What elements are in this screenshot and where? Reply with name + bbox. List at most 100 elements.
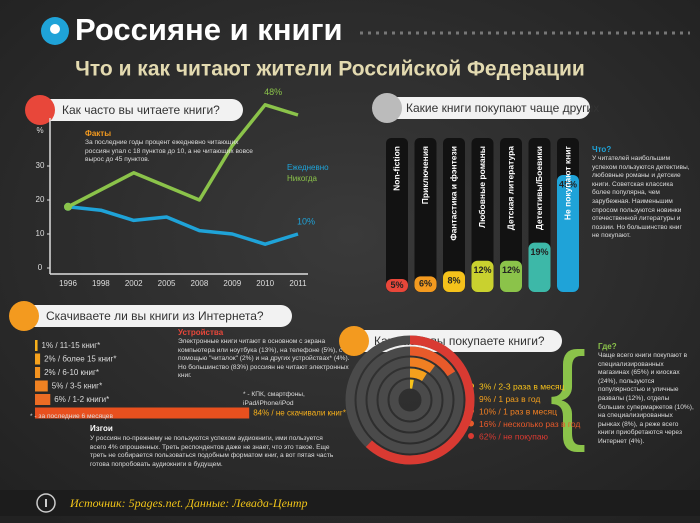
category-label: Детективы/Боевики xyxy=(534,146,544,230)
bar-label: 2% / 6-10 книг* xyxy=(44,368,99,377)
series-line xyxy=(67,205,299,246)
legend-label: 3% / 2-3 раза в месяц xyxy=(479,381,565,391)
footer-band xyxy=(0,490,700,516)
x-tick-label: 1996 xyxy=(59,279,77,288)
bar xyxy=(35,340,38,351)
header-pill xyxy=(385,97,590,119)
category-label: Не покупают книг xyxy=(562,146,572,221)
bar xyxy=(35,394,51,405)
y-tick-label: 10 xyxy=(36,229,45,238)
note: Чаще всего книги покупают в специализиро… xyxy=(598,352,694,445)
bar-track xyxy=(414,138,437,292)
pin-dot xyxy=(50,24,60,34)
footnote: * - за последние 6 месяцев xyxy=(30,413,113,420)
note: За последние годы процент ежедневно чита… xyxy=(85,139,253,164)
legend-label: Ежедневно xyxy=(287,163,329,172)
bar-track xyxy=(443,138,465,292)
note: У россиян по-прежнему не пользуются успе… xyxy=(90,435,334,468)
bar xyxy=(443,271,465,292)
section-title: Скачиваете ли вы книги из Интернета? xyxy=(46,309,264,323)
bar xyxy=(414,276,437,292)
section-title: Какие книги покупают чаще других xyxy=(406,101,599,115)
footer-source: Источник: 5pages.net. Данные: Левада-Цен… xyxy=(69,496,308,510)
bar xyxy=(35,353,41,365)
x-tick-label: 2005 xyxy=(158,279,176,288)
legend-label: 16% / несколько раз в год xyxy=(479,419,580,429)
bar-label: 5% xyxy=(390,280,403,290)
header-icon xyxy=(372,93,402,123)
ring-arc xyxy=(409,368,427,382)
bar xyxy=(35,380,48,392)
x-tick-label: 1998 xyxy=(92,279,110,288)
bar-label: 1% / 11-15 книг* xyxy=(42,341,101,350)
note-title: Факты xyxy=(85,129,112,138)
bar-label: 6% / 1-2 книги* xyxy=(54,395,109,404)
bar-label: 12% xyxy=(502,265,520,275)
header-pill xyxy=(38,99,243,121)
bar-label: 6% xyxy=(419,279,432,289)
x-tick-label: 2010 xyxy=(256,279,274,288)
bar xyxy=(528,242,551,292)
header-icon xyxy=(339,326,369,356)
category-label: Детская литература xyxy=(505,146,515,230)
legend-label: Никогда xyxy=(287,174,318,183)
bar xyxy=(557,175,579,292)
header-pill xyxy=(352,330,562,352)
header-icon xyxy=(9,301,39,331)
note: * - КПК, смартфоны, iPad/iPhone/iPod xyxy=(243,391,305,407)
series-line xyxy=(67,103,299,209)
legend-label: 9% / 1 раз в год xyxy=(479,394,540,404)
bar-track xyxy=(471,138,494,292)
data-label: 10% xyxy=(297,216,315,226)
category-label: Фантастика и фэнтези xyxy=(448,146,458,241)
x-tick-label: 2009 xyxy=(223,279,241,288)
info-glyph xyxy=(45,499,47,507)
note-title: Где? xyxy=(598,342,617,351)
bar-label: 8% xyxy=(447,276,460,286)
note-title: Что? xyxy=(592,145,612,154)
data-label: 48% xyxy=(264,87,282,97)
x-tick-label: 2011 xyxy=(289,279,307,288)
bar xyxy=(35,367,41,378)
section-title: Как часто вы читаете книги? xyxy=(62,103,220,117)
bar-label: 19% xyxy=(530,247,548,257)
y-tick-label: 30 xyxy=(36,161,45,170)
bar-label: 5% / 3-5 книг* xyxy=(52,382,102,391)
note: У читателей наибольшим успехом пользуютс… xyxy=(592,155,690,240)
main-title: Россияне и книги xyxy=(75,12,343,47)
note: Электронные книги читают в основном с эк… xyxy=(178,338,350,380)
ring-arc xyxy=(409,346,456,377)
bar xyxy=(35,407,250,419)
bar-label: 2% / более 15 книг* xyxy=(44,355,116,364)
info-icon xyxy=(36,493,56,513)
legend-dot xyxy=(468,433,474,439)
bar-track xyxy=(500,138,522,292)
header-pill xyxy=(22,305,292,327)
series-start-dot xyxy=(64,202,72,211)
header-icon xyxy=(25,95,55,125)
ring-arc xyxy=(409,357,435,374)
subtitle: Что и как читают жители Российской Федер… xyxy=(75,58,585,81)
bar xyxy=(500,260,522,292)
y-tick-label: 20 xyxy=(36,195,45,204)
ring-arc xyxy=(365,335,475,465)
category-label: Приключения xyxy=(420,146,430,204)
category-label: Любовные романы xyxy=(477,146,487,228)
y-tick-label: 0 xyxy=(38,263,43,272)
bar-label: 84% / не скачивали книг* xyxy=(253,409,346,418)
y-axis-label: % xyxy=(36,126,43,135)
brace: { xyxy=(550,330,587,453)
legend-label: 62% / не покупаю xyxy=(479,431,549,441)
note-title: Устройства xyxy=(178,328,224,337)
legend-label: 10% / 1 раз в месяц xyxy=(479,406,557,416)
category-label: Non-fiction xyxy=(391,146,401,191)
note-title: Изгои xyxy=(90,424,113,433)
bar-track xyxy=(386,138,408,292)
bar-label: 12% xyxy=(473,265,491,275)
bar xyxy=(386,279,408,292)
bar xyxy=(471,260,494,292)
bar-label: 45% xyxy=(559,179,577,189)
